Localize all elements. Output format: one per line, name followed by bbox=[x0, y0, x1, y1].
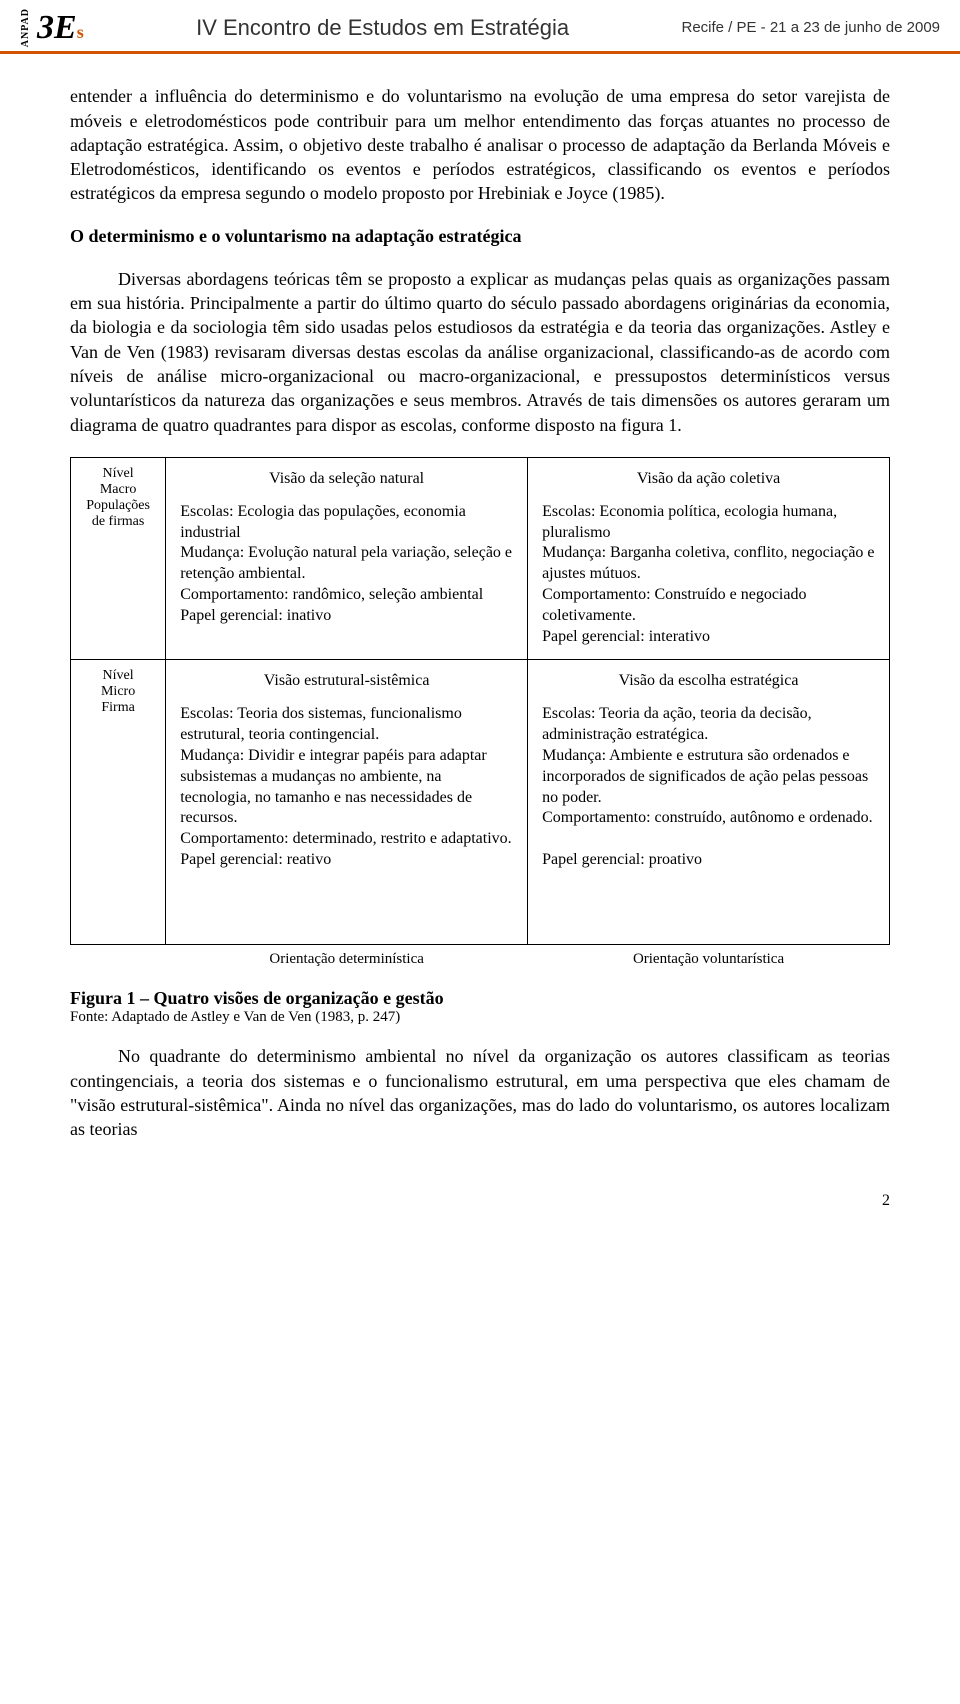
q3-title: Visão estrutural-sistêmica bbox=[180, 672, 513, 690]
q2-text: Escolas: Economia política, ecologia hum… bbox=[542, 502, 875, 648]
quadrant-bottom-right: Visão da escolha estratégica Escolas: Te… bbox=[528, 660, 890, 945]
figure-1: Nível Macro Populações de firmas Visão d… bbox=[70, 457, 890, 979]
header-place-date: Recife / PE - 21 a 23 de junho de 2009 bbox=[681, 19, 940, 36]
q4-text: Escolas: Teoria da ação, teoria da decis… bbox=[542, 704, 875, 870]
header-title: IV Encontro de Estudos em Estratégia bbox=[84, 15, 682, 41]
section-heading: O determinismo e o voluntarismo na adapt… bbox=[70, 226, 890, 247]
q3-text: Escolas: Teoria dos sistemas, funcionali… bbox=[180, 704, 513, 870]
anpad-label: ANPAD bbox=[20, 8, 31, 47]
row-label-micro: Nível Micro Firma bbox=[71, 660, 166, 945]
page-body: entender a influência do determinismo e … bbox=[0, 54, 960, 1191]
page-number: 2 bbox=[0, 1192, 960, 1230]
orientation-right: Orientação voluntarística bbox=[528, 945, 890, 979]
quadrant-bottom-left: Visão estrutural-sistêmica Escolas: Teor… bbox=[166, 660, 528, 945]
page-header: ANPAD 3Es IV Encontro de Estudos em Estr… bbox=[0, 0, 960, 54]
q1-title: Visão da seleção natural bbox=[180, 470, 513, 488]
q2-title: Visão da ação coletiva bbox=[542, 470, 875, 488]
logo-sub: s bbox=[77, 22, 84, 42]
q4-title: Visão da escolha estratégica bbox=[542, 672, 875, 690]
row-label-macro: Nível Macro Populações de firmas bbox=[71, 457, 166, 660]
orientation-left: Orientação determinística bbox=[166, 945, 528, 979]
quadrant-top-left: Visão da seleção natural Escolas: Ecolog… bbox=[166, 457, 528, 660]
paragraph-1: entender a influência do determinismo e … bbox=[70, 84, 890, 205]
figure-source: Fonte: Adaptado de Astley e Van de Ven (… bbox=[70, 1009, 890, 1026]
row-label-macro-text: Nível Macro Populações de firmas bbox=[75, 466, 161, 530]
figure-caption: Figura 1 – Quatro visões de organização … bbox=[70, 988, 890, 1009]
logo: ANPAD 3Es bbox=[20, 8, 84, 47]
paragraph-2: Diversas abordagens teóricas têm se prop… bbox=[70, 267, 890, 437]
logo-main: 3E bbox=[37, 9, 77, 46]
row-label-micro-text: Nível Micro Firma bbox=[75, 668, 161, 716]
paragraph-3: No quadrante do determinismo ambiental n… bbox=[70, 1044, 890, 1141]
quadrant-table: Nível Macro Populações de firmas Visão d… bbox=[70, 457, 890, 979]
q1-text: Escolas: Ecologia das populações, econom… bbox=[180, 502, 513, 627]
quadrant-top-right: Visão da ação coletiva Escolas: Economia… bbox=[528, 457, 890, 660]
